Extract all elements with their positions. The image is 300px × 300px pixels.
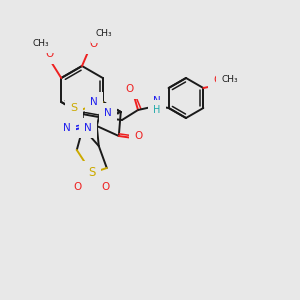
Text: H: H <box>153 105 161 115</box>
Text: O: O <box>125 84 133 94</box>
Text: CH₃: CH₃ <box>33 40 50 49</box>
Text: N: N <box>90 97 98 107</box>
Text: CH₃: CH₃ <box>96 29 112 38</box>
Text: O: O <box>102 182 110 192</box>
Text: O: O <box>135 131 143 141</box>
Text: CH₃: CH₃ <box>221 76 238 85</box>
Text: O: O <box>213 75 221 85</box>
Text: O: O <box>74 182 82 192</box>
Text: S: S <box>70 103 77 113</box>
Text: N: N <box>153 96 161 106</box>
Text: S: S <box>88 167 95 179</box>
Text: N: N <box>104 108 112 118</box>
Text: N: N <box>63 123 71 133</box>
Text: O: O <box>45 49 53 59</box>
Text: O: O <box>90 39 98 49</box>
Text: N: N <box>84 123 92 133</box>
